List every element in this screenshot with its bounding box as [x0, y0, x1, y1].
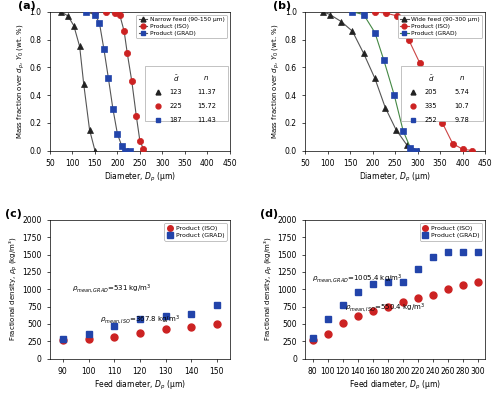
Text: 187: 187: [170, 117, 182, 123]
Text: (b): (b): [273, 1, 291, 11]
Text: 225: 225: [170, 103, 182, 109]
Text: 252: 252: [424, 117, 438, 123]
X-axis label: Feed diameter, $D_p$ (μm): Feed diameter, $D_p$ (μm): [349, 379, 441, 392]
X-axis label: Diameter, $D_p$ (μm): Diameter, $D_p$ (μm): [359, 171, 431, 184]
Text: 9.78: 9.78: [454, 117, 469, 123]
Legend: Narrow feed (90-150 μm), Product (ISO), Product (GRAD): Narrow feed (90-150 μm), Product (ISO), …: [136, 15, 227, 38]
Text: $\bar{d}$: $\bar{d}$: [172, 73, 179, 84]
Text: 11.37: 11.37: [197, 89, 216, 95]
Text: 10.7: 10.7: [454, 103, 469, 109]
Text: $\rho_{mean,GRAD}$=531 kg/m$^3$: $\rho_{mean,GRAD}$=531 kg/m$^3$: [72, 282, 151, 295]
X-axis label: Diameter, $D_p$ (μm): Diameter, $D_p$ (μm): [104, 171, 176, 184]
Legend: Wide feed (90-300 μm), Product (ISO), Product (GRAD): Wide feed (90-300 μm), Product (ISO), Pr…: [398, 15, 482, 38]
Text: 335: 335: [425, 103, 438, 109]
Legend: Product (ISO), Product (GRAD): Product (ISO), Product (GRAD): [164, 223, 226, 241]
Text: $\bar{d}$: $\bar{d}$: [428, 73, 434, 84]
Text: $\rho_{mean,ISO}$=367.8 kg/m$^3$: $\rho_{mean,ISO}$=367.8 kg/m$^3$: [100, 314, 180, 326]
Text: $\rho_{mean,GRAD}$=1005.4 kg/m$^3$: $\rho_{mean,GRAD}$=1005.4 kg/m$^3$: [312, 273, 403, 285]
Text: (d): (d): [260, 209, 278, 219]
X-axis label: Feed diameter, $D_p$ (μm): Feed diameter, $D_p$ (μm): [94, 379, 186, 392]
Text: (a): (a): [18, 1, 36, 11]
Text: 11.43: 11.43: [197, 117, 216, 123]
Y-axis label: Fractional density, $\rho_p$ (kg/m³): Fractional density, $\rho_p$ (kg/m³): [7, 237, 20, 341]
FancyBboxPatch shape: [400, 66, 483, 121]
Y-axis label: Mass fraction over $d_p$, $Y_0$ (wt. %): Mass fraction over $d_p$, $Y_0$ (wt. %): [16, 24, 27, 139]
Text: 5.74: 5.74: [454, 89, 469, 95]
Text: 15.72: 15.72: [197, 103, 216, 109]
Text: $n$: $n$: [458, 74, 464, 82]
FancyBboxPatch shape: [146, 66, 228, 121]
Y-axis label: Fractional density, $\rho_p$ (kg/m³): Fractional density, $\rho_p$ (kg/m³): [262, 237, 275, 341]
Legend: Product (ISO), Product (GRAD): Product (ISO), Product (GRAD): [420, 223, 482, 241]
Text: 123: 123: [170, 89, 182, 95]
Text: 205: 205: [424, 89, 438, 95]
Text: $n$: $n$: [204, 74, 210, 82]
Y-axis label: Mass fraction over $d_p$, $Y_0$ (wt. %): Mass fraction over $d_p$, $Y_0$ (wt. %): [270, 24, 282, 139]
Text: (c): (c): [5, 209, 22, 219]
Text: $\rho_{mean,ISO}$=550.4 kg/m$^3$: $\rho_{mean,ISO}$=550.4 kg/m$^3$: [345, 302, 425, 314]
